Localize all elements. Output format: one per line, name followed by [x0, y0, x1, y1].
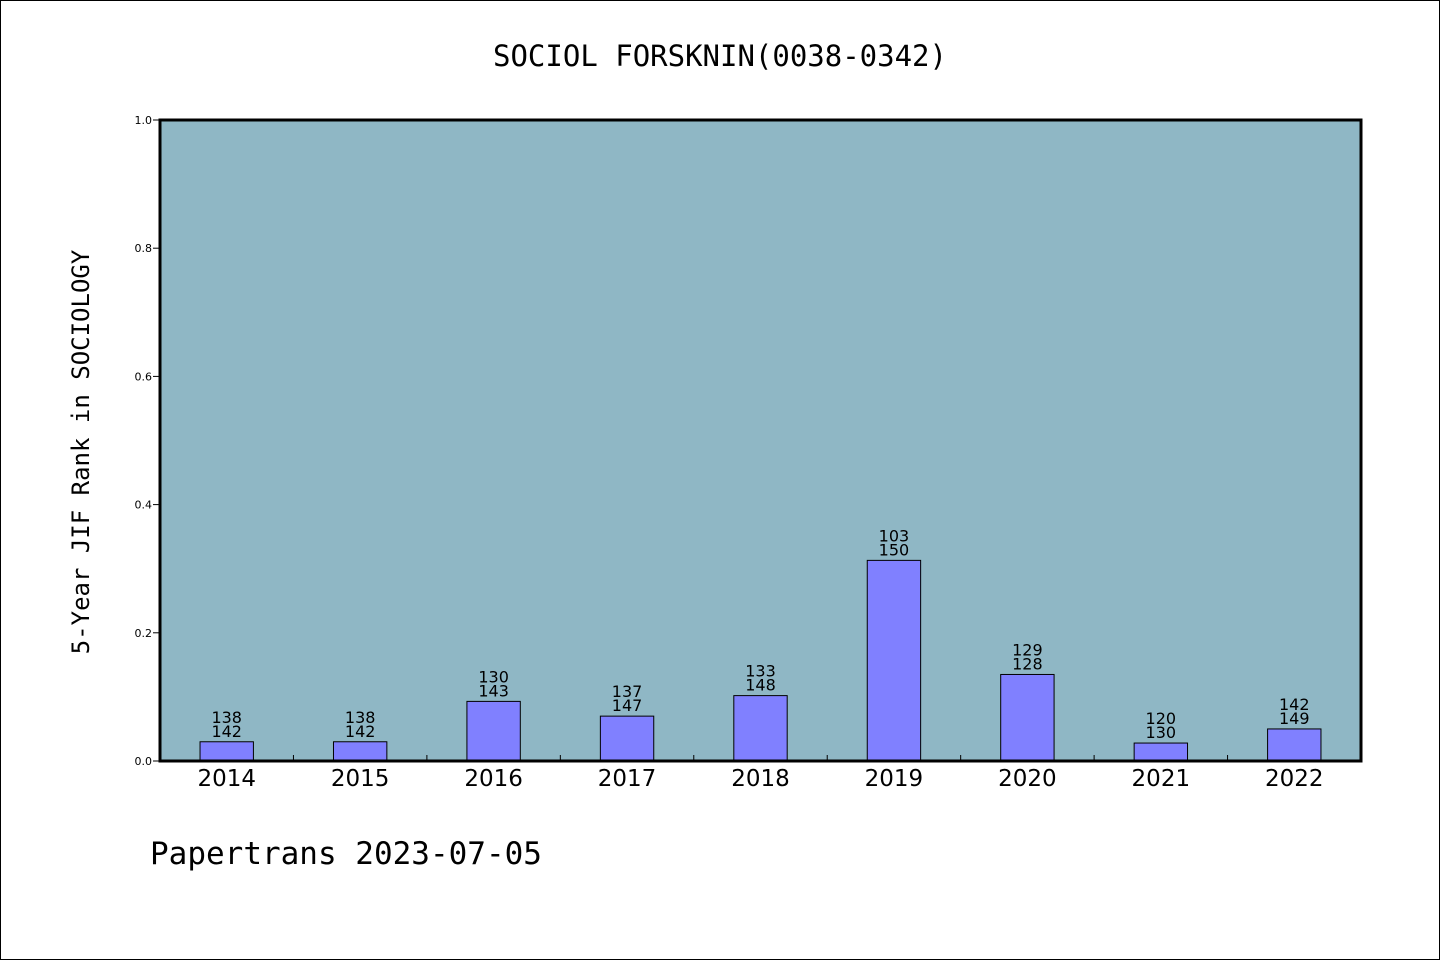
- bar-total-label: 149: [1279, 709, 1310, 728]
- plot-area: [160, 120, 1361, 761]
- bar-rank-label: 130: [478, 667, 509, 686]
- bar-rank-label: 129: [1012, 640, 1043, 659]
- y-tick-label: 0.6: [135, 370, 153, 383]
- bar-rank-label: 120: [1146, 709, 1177, 728]
- bar-2016: [466, 700, 521, 762]
- y-axis-label: 5-Year JIF Rank in SOCIOLOGY: [67, 249, 95, 654]
- bar-total-label: 142: [211, 722, 242, 741]
- x-tick-label: 2019: [865, 766, 924, 792]
- y-tick-label: 0.0: [135, 755, 153, 768]
- bar-total-label: 150: [879, 540, 910, 559]
- bar-2019: [866, 559, 922, 762]
- bar-rank-label: 133: [745, 662, 776, 681]
- bar-2018: [733, 695, 788, 762]
- y-tick-label: 0.2: [135, 627, 153, 640]
- x-tick-label: 2015: [331, 766, 390, 792]
- x-tick-label: 2018: [731, 766, 790, 792]
- x-tick-label: 2016: [464, 766, 523, 792]
- bar-total-label: 130: [1146, 723, 1177, 742]
- bar-2014: [199, 741, 254, 762]
- x-tick-label: 2020: [998, 766, 1057, 792]
- footer-text: Papertrans 2023-07-05: [150, 836, 542, 872]
- x-tick-label: 2017: [598, 766, 657, 792]
- plot-border: [158, 118, 1363, 763]
- bar-2017: [599, 715, 655, 762]
- bar-total-label: 142: [345, 722, 376, 741]
- y-axis: 0.0 0.2 0.4 0.6 0.8 1.0: [135, 114, 160, 768]
- bar-total-label: 128: [1012, 654, 1043, 673]
- bar-2021: [1133, 742, 1189, 762]
- bar-rank-label: 142: [1279, 695, 1310, 714]
- y-tick-label: 0.4: [135, 499, 153, 512]
- bar-2020: [1000, 673, 1055, 762]
- y-tick-label: 0.8: [135, 242, 153, 255]
- bar-2022: [1267, 728, 1322, 762]
- bar-total-label: 143: [478, 681, 509, 700]
- bar-total-label: 147: [612, 696, 643, 715]
- chart-title: SOCIOL FORSKNIN(0038-0342): [493, 39, 947, 73]
- bar-rank-label: 103: [879, 526, 910, 545]
- x-tick-label: 2014: [197, 766, 256, 792]
- bar-total-label: 148: [745, 676, 776, 695]
- y-tick-label: 1.0: [135, 114, 153, 127]
- bar-rank-label: 138: [211, 708, 242, 727]
- bar-rank-label: 138: [345, 708, 376, 727]
- bar-series: [199, 559, 1322, 762]
- bar-2015: [332, 741, 388, 762]
- x-axis: 2014 2015 2016 2017 2018 2019 2020 2021 2022: [197, 755, 1324, 792]
- x-tick-label: 2021: [1132, 766, 1191, 792]
- bar-rank-label: 137: [612, 682, 643, 701]
- x-tick-label: 2022: [1265, 766, 1324, 792]
